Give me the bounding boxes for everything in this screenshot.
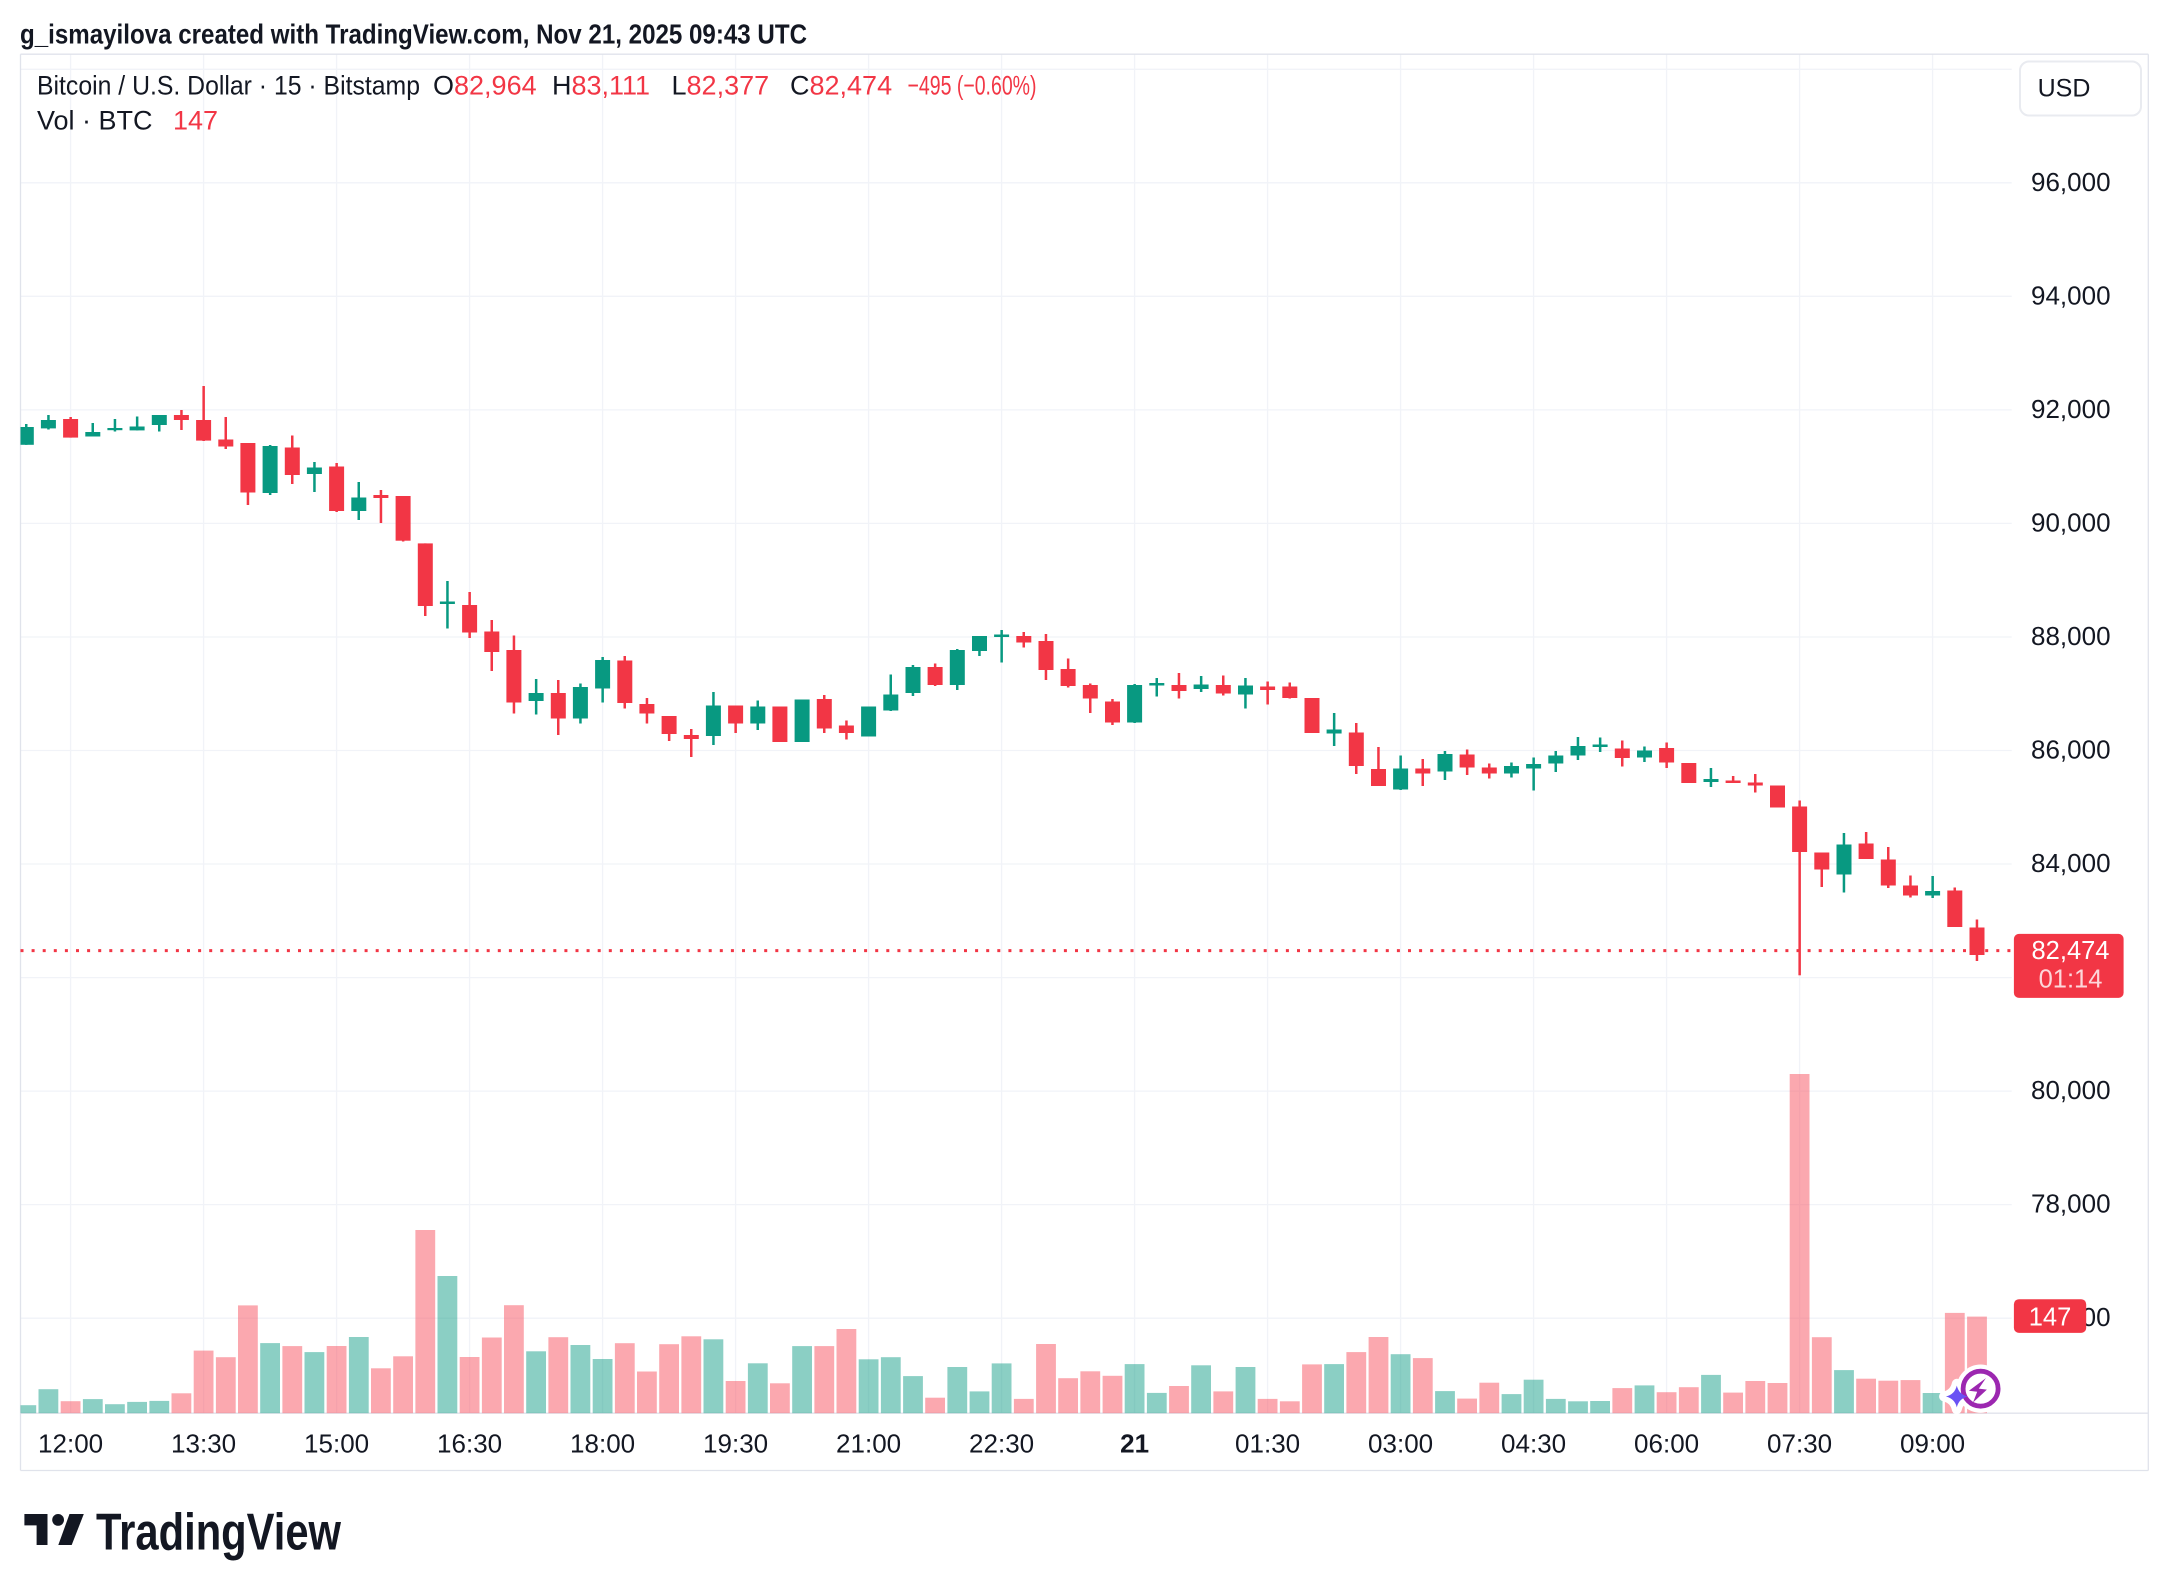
svg-text:84,000: 84,000 xyxy=(2031,848,2111,878)
svg-text:92,000: 92,000 xyxy=(2031,394,2111,424)
svg-text:147: 147 xyxy=(2029,1304,2072,1332)
svg-text:21: 21 xyxy=(1120,1428,1149,1458)
svg-text:15:00: 15:00 xyxy=(304,1428,369,1458)
svg-text:16:30: 16:30 xyxy=(437,1428,502,1458)
svg-text:TradingView: TradingView xyxy=(96,1504,341,1562)
svg-text:90,000: 90,000 xyxy=(2031,507,2111,537)
svg-text:96,000: 96,000 xyxy=(2031,167,2111,197)
svg-text:94,000: 94,000 xyxy=(2031,280,2111,310)
svg-text:06:00: 06:00 xyxy=(1634,1428,1699,1458)
svg-text:19:30: 19:30 xyxy=(703,1428,768,1458)
svg-text:01:30: 01:30 xyxy=(1235,1428,1300,1458)
svg-text:86,000: 86,000 xyxy=(2031,735,2111,765)
svg-text:21:00: 21:00 xyxy=(836,1428,901,1458)
svg-text:88,000: 88,000 xyxy=(2031,621,2111,651)
svg-text:12:00: 12:00 xyxy=(38,1428,103,1458)
svg-text:13:30: 13:30 xyxy=(171,1428,236,1458)
svg-text:USD: USD xyxy=(2038,75,2091,103)
svg-text:04:30: 04:30 xyxy=(1501,1428,1566,1458)
svg-text:01:14: 01:14 xyxy=(2039,966,2103,994)
svg-text:g_ismayilova created with Trad: g_ismayilova created with TradingView.co… xyxy=(20,19,807,50)
svg-text:22:30: 22:30 xyxy=(969,1428,1034,1458)
svg-text:82,474: 82,474 xyxy=(2032,937,2110,965)
svg-text:09:00: 09:00 xyxy=(1900,1428,1965,1458)
svg-text:18:00: 18:00 xyxy=(570,1428,635,1458)
svg-text:78,000: 78,000 xyxy=(2031,1189,2111,1219)
svg-text:03:00: 03:00 xyxy=(1368,1428,1433,1458)
svg-text:Bitcoin / U.S. Dollar · 15 · B: Bitcoin / U.S. Dollar · 15 · Bitstamp O82… xyxy=(37,71,1037,101)
svg-text:07:30: 07:30 xyxy=(1767,1428,1832,1458)
svg-text:80,000: 80,000 xyxy=(2031,1075,2111,1105)
